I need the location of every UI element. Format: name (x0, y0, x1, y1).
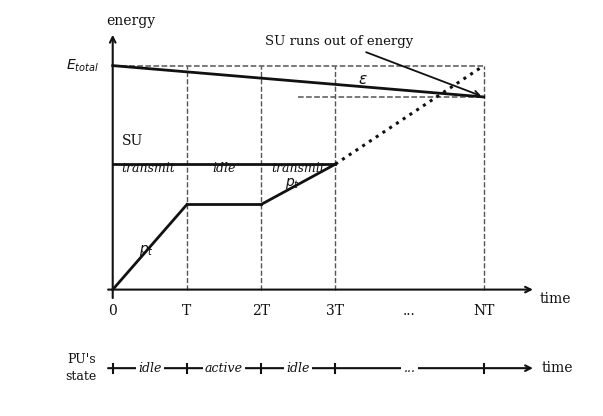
Text: PU's
state: PU's state (65, 353, 96, 383)
Text: transmit: transmit (122, 162, 175, 175)
Text: transmit: transmit (271, 162, 325, 175)
Text: active: active (205, 362, 243, 375)
Text: $\varepsilon$: $\varepsilon$ (358, 73, 367, 87)
Text: T: T (182, 304, 192, 318)
Text: 0: 0 (109, 304, 117, 318)
Text: 3T: 3T (326, 304, 344, 318)
Text: $p_t$: $p_t$ (139, 243, 154, 258)
Text: SU: SU (122, 134, 143, 149)
Text: energy: energy (107, 14, 156, 27)
Text: NT: NT (473, 304, 494, 318)
Text: time: time (540, 292, 571, 306)
Text: ...: ... (403, 362, 415, 375)
Text: ...: ... (403, 304, 416, 318)
Text: idle: idle (286, 362, 310, 375)
Text: $p_t$: $p_t$ (285, 176, 300, 191)
Text: SU runs out of energy: SU runs out of energy (265, 35, 479, 96)
Text: $E_{total}$: $E_{total}$ (66, 57, 99, 74)
Text: 2T: 2T (252, 304, 270, 318)
Text: time: time (541, 361, 573, 375)
Text: idle: idle (138, 362, 162, 375)
Text: idle: idle (212, 162, 236, 175)
